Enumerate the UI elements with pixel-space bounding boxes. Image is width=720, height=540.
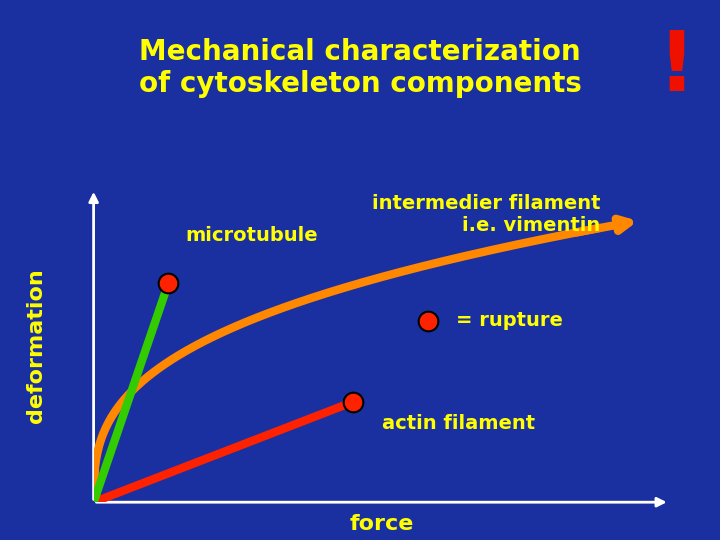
Text: = rupture: = rupture [456,311,563,330]
Text: deformation: deformation [26,268,46,423]
Text: !: ! [658,27,696,108]
Text: actin filament: actin filament [382,414,535,434]
Text: microtubule: microtubule [186,226,318,246]
Point [163,279,174,287]
Point [347,397,359,406]
Text: Mechanical characterization
of cytoskeleton components: Mechanical characterization of cytoskele… [138,38,582,98]
Text: intermedier filament
i.e. vimentin: intermedier filament i.e. vimentin [372,193,600,234]
Text: force: force [349,514,414,534]
Point [422,316,433,325]
